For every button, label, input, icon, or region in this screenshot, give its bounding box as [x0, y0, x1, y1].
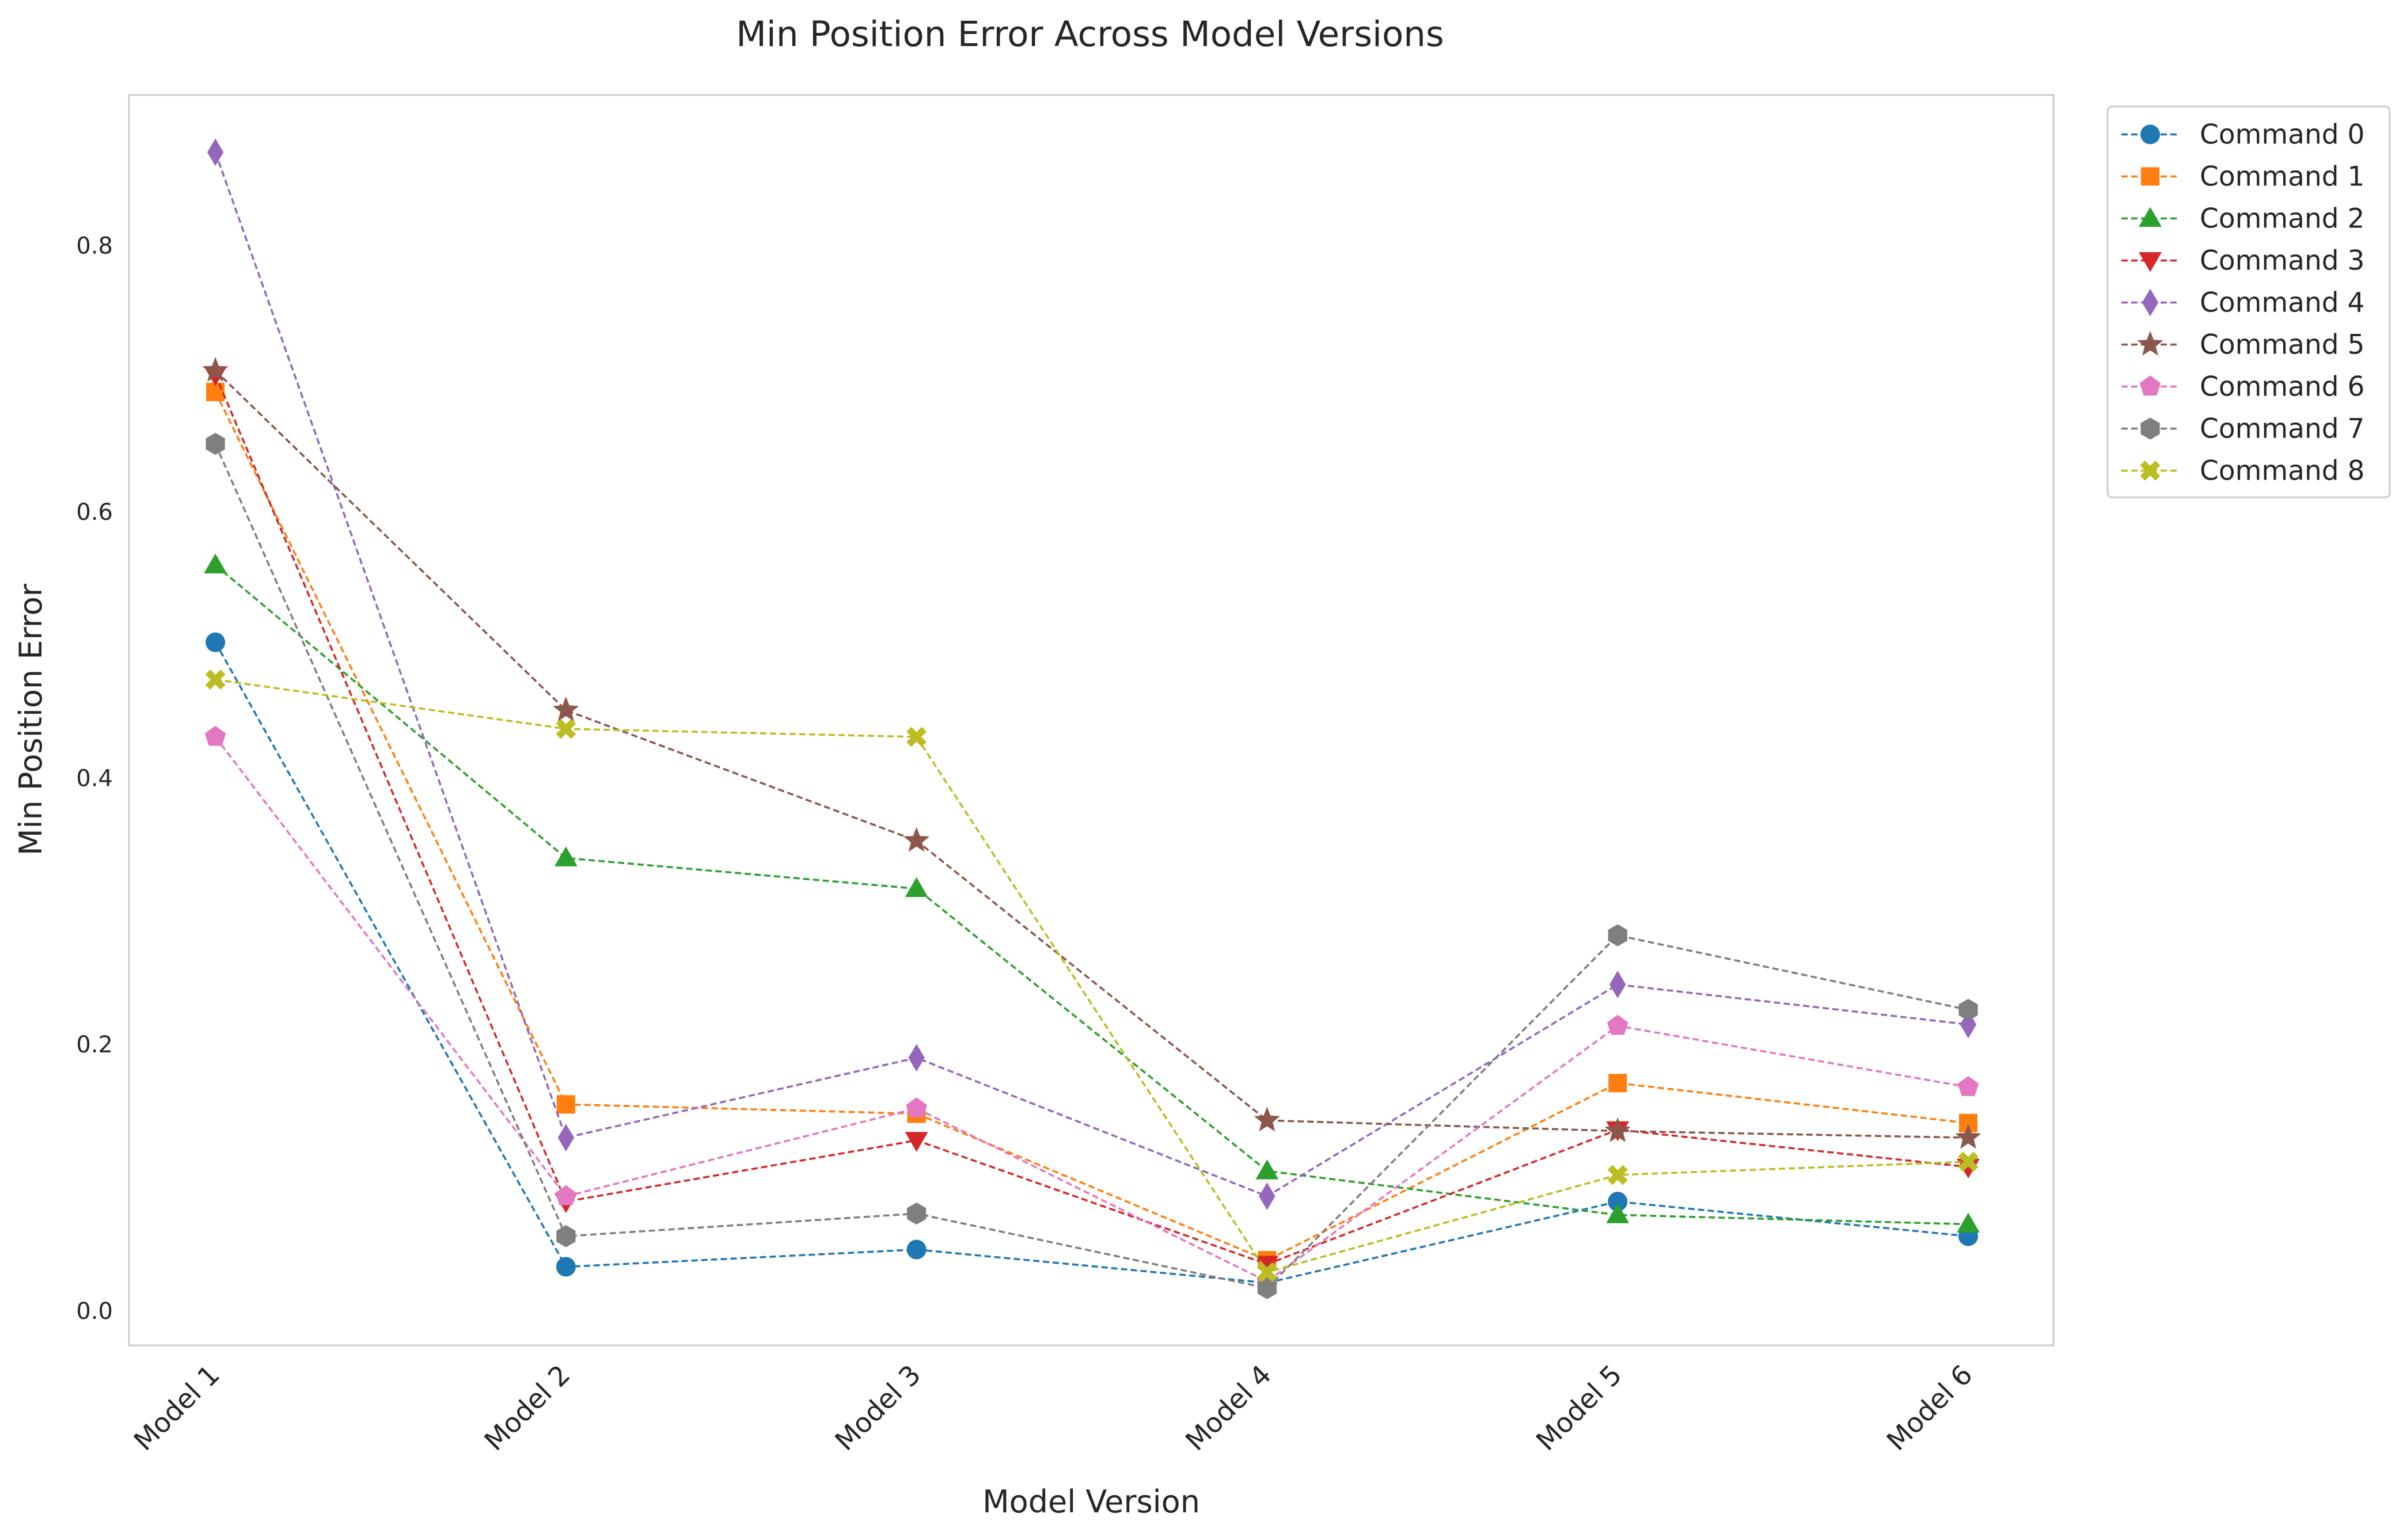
data-point: [1955, 1124, 1981, 1149]
series-line: [214, 564, 1969, 1226]
legend-marker: [2142, 288, 2159, 317]
legend-label: Command 0: [2200, 119, 2364, 151]
data-point: [1254, 1106, 1281, 1132]
data-point: [207, 138, 224, 166]
data-point: [1607, 1165, 1628, 1185]
data-point: [556, 1257, 576, 1277]
legend-item: Command 1: [2121, 161, 2364, 193]
data-point: [206, 432, 225, 455]
series-7: [206, 432, 1978, 1299]
y-axis-label: Min Position Error: [13, 583, 49, 855]
legend: Command 0 Command 1 Command 2 Command 3 Comm…: [2106, 105, 2391, 499]
legend-marker: [2140, 461, 2161, 481]
y-tick-label: 0.6: [76, 499, 113, 526]
series-line: [215, 678, 1969, 1273]
data-point: [1958, 998, 1978, 1021]
data-point: [204, 725, 226, 746]
legend-marker: [2139, 252, 2162, 272]
legend-label: Command 2: [2200, 203, 2364, 235]
data-point: [206, 632, 225, 652]
data-point: [1608, 1074, 1627, 1093]
series-line: [214, 736, 1969, 1283]
data-point: [905, 1132, 928, 1152]
legend-label: Command 6: [2200, 371, 2364, 403]
series-5: [202, 357, 1981, 1149]
data-point: [1609, 971, 1626, 999]
data-point: [1604, 1117, 1631, 1142]
data-point: [1957, 1212, 1980, 1233]
data-point: [556, 718, 576, 739]
series-8: [205, 670, 1979, 1283]
series-layer: [202, 138, 1981, 1299]
legend-marker: [2140, 417, 2160, 440]
data-point: [553, 696, 579, 721]
series-line: [214, 151, 1969, 1197]
series-line: [214, 374, 1969, 1265]
legend-label: Command 4: [2200, 287, 2364, 319]
legend-marker: [2140, 124, 2160, 145]
y-tick-label: 0.4: [76, 766, 113, 792]
series-line: [214, 641, 1969, 1284]
y-tick-label: 0.8: [76, 233, 113, 259]
data-point: [906, 1097, 927, 1117]
legend-label: Command 8: [2200, 455, 2364, 487]
series-line: [214, 391, 1969, 1261]
data-point: [205, 670, 226, 690]
chart-title: Min Position Error Across Model Versions: [736, 14, 1444, 55]
data-point: [204, 553, 227, 573]
data-point: [556, 1095, 575, 1114]
data-point: [906, 727, 927, 747]
data-point: [905, 877, 928, 898]
legend-marker: [2137, 330, 2163, 356]
data-point: [1256, 1262, 1277, 1283]
legend-marker: [2139, 375, 2161, 396]
data-point: [1607, 1014, 1628, 1035]
data-point: [1608, 924, 1627, 946]
series-2: [204, 553, 1980, 1233]
data-point: [202, 357, 229, 382]
data-point: [1958, 1151, 1979, 1172]
legend-label: Command 5: [2200, 329, 2364, 361]
data-point: [906, 1239, 927, 1260]
series-line: [214, 370, 1969, 1139]
data-point: [1255, 1159, 1279, 1180]
data-point: [903, 827, 930, 852]
data-point: [1257, 1277, 1277, 1299]
legend-marker: [2141, 167, 2159, 186]
data-point: [1957, 1076, 1979, 1096]
legend-item: Command 7: [2121, 413, 2364, 445]
data-point: [557, 1124, 574, 1152]
legend-item: Command 2: [2121, 203, 2364, 235]
data-point: [1259, 1182, 1275, 1210]
legend-label: Command 7: [2200, 413, 2364, 445]
legend-label: Command 3: [2200, 245, 2364, 277]
y-tick-label: 0.0: [76, 1298, 113, 1325]
legend-item: Command 5: [2121, 329, 2364, 361]
legend-item: Command 3: [2121, 245, 2364, 277]
data-point: [1606, 1203, 1630, 1223]
x-axis-label: Model Version: [982, 1484, 1200, 1520]
data-point: [908, 1044, 925, 1072]
data-point: [555, 1185, 577, 1206]
data-point: [554, 846, 578, 866]
data-point: [556, 1225, 576, 1248]
legend-item: Command 0: [2121, 119, 2364, 151]
y-tick-label: 0.2: [76, 1032, 113, 1058]
legend-item: Command 8: [2121, 455, 2364, 487]
legend-item: Command 6: [2121, 371, 2364, 403]
legend-label: Command 1: [2200, 161, 2364, 193]
legend-item: Command 4: [2121, 287, 2364, 319]
plot-area: [128, 94, 2055, 1347]
legend-marker: [2139, 207, 2162, 227]
legend-frame: [2106, 105, 2391, 499]
data-point: [907, 1202, 927, 1225]
